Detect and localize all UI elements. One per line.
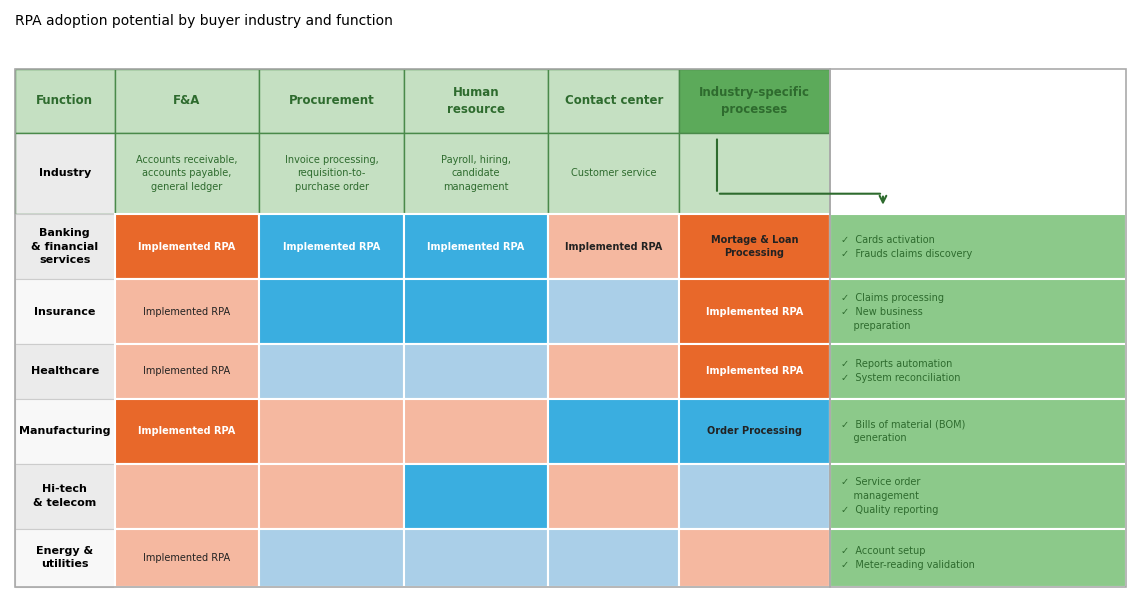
Text: ✓  Reports automation
✓  System reconciliation: ✓ Reports automation ✓ System reconcilia… — [841, 359, 960, 383]
Bar — [548, 529, 679, 587]
Bar — [548, 69, 679, 132]
Bar — [259, 464, 404, 529]
Bar — [679, 399, 830, 464]
Text: Implemented RPA: Implemented RPA — [565, 241, 662, 252]
Text: Energy &
utilities: Energy & utilities — [36, 546, 93, 569]
Bar — [404, 529, 548, 587]
Text: Order Processing: Order Processing — [708, 426, 801, 436]
Bar — [830, 464, 1126, 529]
Bar — [15, 344, 114, 399]
Bar — [830, 69, 1126, 132]
Text: Implemented RPA: Implemented RPA — [138, 426, 235, 436]
Text: Implemented RPA: Implemented RPA — [283, 241, 380, 252]
Text: ✓  Claims processing
✓  New business
    preparation: ✓ Claims processing ✓ New business prepa… — [841, 293, 944, 330]
Text: Hi-tech
& telecom: Hi-tech & telecom — [33, 485, 96, 507]
Bar — [830, 132, 1126, 214]
Text: Payroll, hiring,
candidate
management: Payroll, hiring, candidate management — [441, 155, 511, 191]
Bar — [15, 279, 114, 344]
Bar — [404, 214, 548, 279]
Bar — [259, 344, 404, 399]
Text: Procurement: Procurement — [289, 95, 375, 107]
Text: Function: Function — [36, 95, 93, 107]
Text: Industry: Industry — [38, 169, 91, 178]
Bar — [830, 214, 1126, 279]
Bar — [259, 529, 404, 587]
Bar — [114, 344, 259, 399]
Bar — [679, 69, 830, 132]
Bar — [15, 529, 114, 587]
Bar — [259, 279, 404, 344]
Bar — [114, 69, 259, 132]
Text: Invoice processing,
requisition-to-
purchase order: Invoice processing, requisition-to- purc… — [284, 155, 378, 191]
Text: Accounts receivable,
accounts payable,
general ledger: Accounts receivable, accounts payable, g… — [136, 155, 238, 191]
Bar — [259, 214, 404, 279]
Text: Industry-specific
processes: Industry-specific processes — [698, 86, 811, 116]
Bar — [404, 279, 548, 344]
Bar — [259, 69, 404, 132]
Bar — [679, 214, 830, 279]
Text: F&A: F&A — [173, 95, 200, 107]
Text: ✓  Bills of material (BOM)
    generation: ✓ Bills of material (BOM) generation — [841, 419, 966, 443]
Text: Human
resource: Human resource — [447, 86, 505, 116]
Bar — [830, 529, 1126, 587]
Bar — [830, 344, 1126, 399]
Text: Manufacturing: Manufacturing — [19, 426, 111, 436]
Bar — [259, 132, 404, 214]
Bar — [548, 399, 679, 464]
Text: ✓  Cards activation
✓  Frauds claims discovery: ✓ Cards activation ✓ Frauds claims disco… — [841, 235, 972, 259]
Text: Insurance: Insurance — [34, 306, 95, 317]
Bar — [15, 464, 114, 529]
Text: Implemented RPA: Implemented RPA — [706, 367, 803, 376]
Text: ✓  Account setup
✓  Meter-reading validation: ✓ Account setup ✓ Meter-reading validati… — [841, 546, 975, 569]
Bar — [114, 529, 259, 587]
Bar — [15, 399, 114, 464]
Bar — [404, 132, 548, 214]
Text: ✓  Service order
    management
✓  Quality reporting: ✓ Service order management ✓ Quality rep… — [841, 477, 938, 515]
Text: Implemented RPA: Implemented RPA — [144, 553, 231, 563]
Bar — [15, 214, 114, 279]
Text: Implemented RPA: Implemented RPA — [428, 241, 524, 252]
Text: RPA adoption potential by buyer industry and function: RPA adoption potential by buyer industry… — [15, 14, 393, 28]
Text: Implemented RPA: Implemented RPA — [138, 241, 235, 252]
Bar — [548, 132, 679, 214]
Bar — [679, 464, 830, 529]
Bar — [548, 214, 679, 279]
Bar — [679, 529, 830, 587]
Text: Healthcare: Healthcare — [31, 367, 98, 376]
Bar — [830, 279, 1126, 344]
Text: Implemented RPA: Implemented RPA — [144, 367, 231, 376]
Bar — [15, 69, 830, 587]
Text: Customer service: Customer service — [572, 169, 657, 178]
Bar — [404, 464, 548, 529]
Bar — [548, 464, 679, 529]
Bar — [259, 399, 404, 464]
Text: Mortage & Loan
Processing: Mortage & Loan Processing — [711, 235, 798, 258]
Bar — [114, 279, 259, 344]
Bar — [404, 69, 548, 132]
Bar — [548, 279, 679, 344]
Bar — [15, 69, 114, 132]
Bar — [679, 344, 830, 399]
Text: Banking
& financial
services: Banking & financial services — [32, 228, 98, 265]
Bar — [114, 399, 259, 464]
Text: Implemented RPA: Implemented RPA — [706, 306, 803, 317]
Text: Implemented RPA: Implemented RPA — [144, 306, 231, 317]
Bar — [830, 399, 1126, 464]
Bar — [679, 132, 830, 214]
Bar — [114, 464, 259, 529]
Bar — [404, 399, 548, 464]
Bar — [114, 132, 259, 214]
Text: Contact center: Contact center — [565, 95, 663, 107]
Bar — [404, 344, 548, 399]
Bar — [15, 132, 114, 214]
Bar — [114, 214, 259, 279]
Bar — [679, 279, 830, 344]
Bar — [830, 69, 1126, 587]
Bar — [548, 344, 679, 399]
